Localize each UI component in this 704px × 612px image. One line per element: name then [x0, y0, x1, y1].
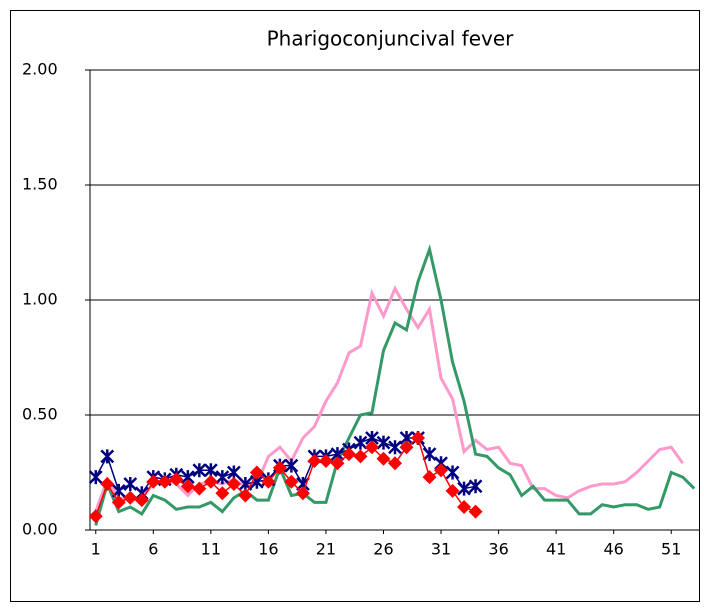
diamond-marker — [341, 447, 356, 462]
star-marker — [376, 435, 391, 450]
star-marker — [88, 470, 103, 485]
star-marker — [445, 465, 460, 480]
star-marker — [192, 463, 207, 478]
y-tick-label: 0.00 — [22, 520, 58, 539]
diamond-marker — [157, 474, 172, 489]
diamond-marker — [169, 472, 184, 487]
x-tick-label: 21 — [316, 540, 336, 559]
series-line — [94, 244, 696, 526]
diamond-marker — [388, 456, 402, 471]
x-tick-label: 46 — [603, 540, 623, 559]
diamond-marker — [376, 451, 391, 466]
diamond-marker — [457, 500, 472, 514]
chart-title: Pharigoconjuncival fever — [267, 27, 515, 51]
diamond-marker — [203, 474, 218, 489]
diamond-marker — [226, 477, 241, 491]
diamond-marker — [146, 474, 161, 489]
diamond-marker — [123, 490, 138, 505]
x-tick-label: 16 — [258, 540, 278, 559]
x-tick-label: 36 — [488, 540, 508, 559]
star-marker — [388, 440, 402, 455]
star-marker — [284, 458, 299, 473]
diamond-marker — [295, 486, 310, 501]
star-marker — [457, 481, 471, 496]
diamond-marker — [434, 463, 449, 478]
diamond-marker — [468, 504, 483, 519]
diamond-marker — [272, 460, 287, 475]
chart-border — [10, 10, 700, 602]
diamond-marker — [318, 454, 333, 468]
y-tick-label: 1.50 — [22, 175, 58, 194]
x-tick-label: 6 — [148, 540, 158, 559]
x-tick-label: 31 — [431, 540, 451, 559]
diamond-marker — [111, 495, 126, 510]
diamond-marker — [192, 481, 207, 496]
diamond-marker — [88, 509, 103, 524]
x-tick-label: 41 — [546, 540, 566, 559]
diamond-marker — [238, 488, 253, 503]
x-tick-label: 51 — [661, 540, 681, 559]
star-marker — [468, 479, 483, 494]
y-tick-label: 0.50 — [22, 405, 58, 424]
star-marker — [100, 449, 115, 464]
diamond-marker — [180, 479, 195, 494]
diamond-marker — [422, 470, 437, 485]
diamond-marker — [399, 440, 414, 455]
y-tick-label: 1.00 — [22, 290, 58, 309]
diamond-marker — [134, 493, 149, 508]
diamond-marker — [100, 477, 115, 491]
x-tick-label: 11 — [201, 540, 221, 559]
diamond-marker — [445, 483, 460, 498]
diamond-marker — [284, 474, 299, 489]
y-tick-label: 2.00 — [22, 60, 58, 79]
star-marker — [123, 477, 138, 491]
diamond-marker — [249, 465, 264, 480]
diamond-marker — [411, 431, 426, 445]
star-marker — [353, 435, 368, 450]
diamond-marker — [330, 456, 345, 471]
star-marker — [422, 447, 437, 462]
star-marker — [215, 470, 230, 485]
diamond-marker — [307, 454, 322, 468]
diamond-marker — [215, 486, 230, 501]
diamond-marker — [261, 474, 276, 489]
diamond-marker — [364, 440, 379, 455]
x-tick-label: 1 — [91, 540, 101, 559]
x-tick-label: 26 — [373, 540, 393, 559]
diamond-marker — [353, 449, 368, 464]
